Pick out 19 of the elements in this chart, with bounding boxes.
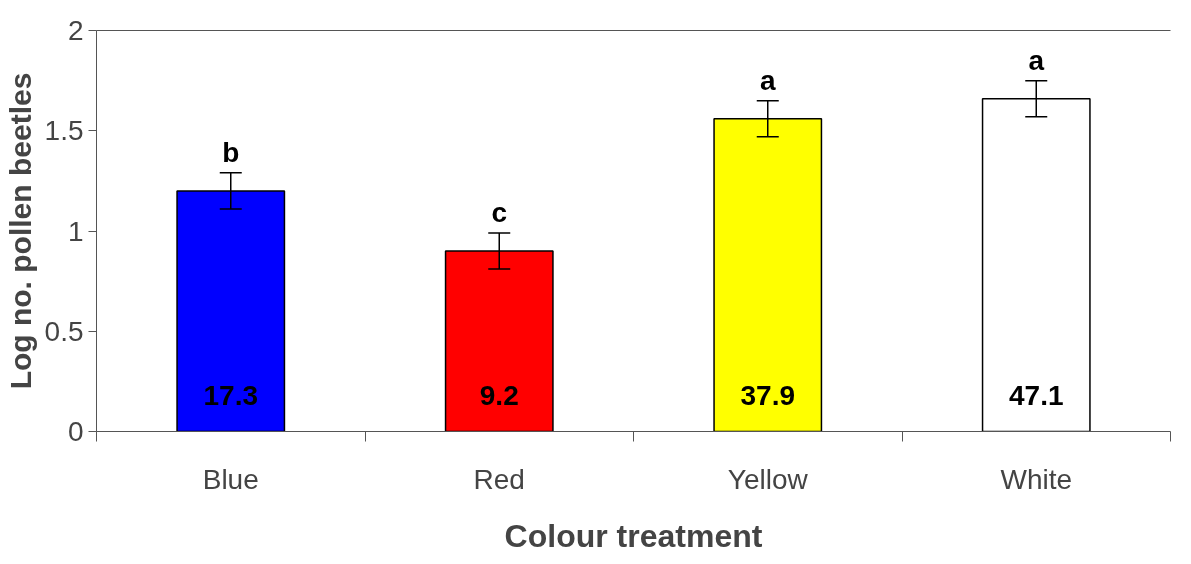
annotation: b [222,137,240,169]
x-axis-title: Colour treatment [504,517,763,554]
annotation: 9.2 [479,379,519,411]
annotation: a [759,65,776,97]
annotation: c [491,197,508,229]
y-axis-title: Log no. pollen beetles [3,72,37,390]
y-tick-label: 0.5 [44,315,84,347]
x-tick-label: Yellow [727,463,809,495]
x-tick-label: White [1000,463,1073,495]
annotation: 47.1 [1009,379,1064,411]
x-tick-label: Red [473,463,525,495]
y-tick-label: 1.5 [44,115,84,147]
y-tick-label: 0 [67,416,84,447]
x-tick-label: Blue [202,463,259,495]
y-tick-label: 1 [67,215,84,247]
y-tick-label: 2 [67,15,84,46]
annotation: a [1028,45,1045,77]
annotation: 17.3 [203,379,258,411]
annotation: 37.9 [740,379,795,411]
